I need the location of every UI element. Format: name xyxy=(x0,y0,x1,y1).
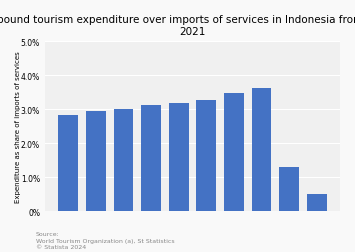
Bar xyxy=(307,194,327,211)
Bar xyxy=(251,89,271,211)
Y-axis label: Expenditure as share of imports of services: Expenditure as share of imports of servi… xyxy=(15,51,21,202)
Title: Outbound tourism expenditure over imports of services in Indonesia from 2012 to
: Outbound tourism expenditure over import… xyxy=(0,15,355,37)
Bar xyxy=(58,116,78,211)
Bar xyxy=(114,109,133,211)
Bar xyxy=(169,103,189,211)
Bar xyxy=(196,100,216,211)
Bar xyxy=(86,111,106,211)
Text: Source:
World Tourism Organization (a), St Statistics
© Statista 2024: Source: World Tourism Organization (a), … xyxy=(36,231,174,249)
Bar xyxy=(141,106,161,211)
Bar xyxy=(279,167,299,211)
Bar xyxy=(224,94,244,211)
